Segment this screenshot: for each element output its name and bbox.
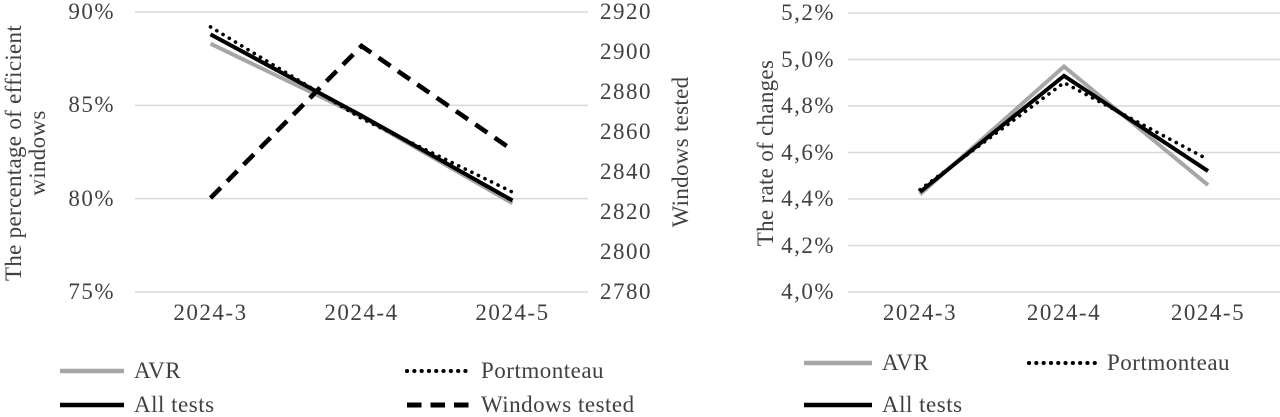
y-axis-tick-label: 75% (68, 279, 115, 304)
y-axis-tick-label: 4,8% (781, 93, 835, 118)
legend-swatch-portmonteau (1027, 360, 1099, 366)
y-axis-tick-label: 4,0% (781, 279, 835, 304)
legend-label: All tests (134, 392, 215, 417)
secondary-y-axis-tick-label: 2840 (600, 159, 652, 184)
legend-swatch-all-tests (804, 402, 872, 408)
legend-label: AVR (882, 350, 930, 375)
series-line-portmonteau (208, 25, 515, 194)
series-line-windows-tested (208, 43, 514, 200)
legend-label: AVR (134, 358, 182, 383)
x-axis-tick-label: 2024-3 (173, 300, 248, 325)
series-line-avr (209, 41, 514, 206)
y-axis-tick-label: 80% (68, 185, 115, 211)
secondary-y-axis-tick-label: 2900 (600, 39, 652, 64)
y-axis-tick-label: 4,4% (781, 186, 835, 211)
legend-swatch-windows-tested (407, 402, 471, 408)
x-axis-tick-label: 2024-4 (1026, 300, 1102, 325)
legend-swatch-avr (60, 368, 124, 374)
secondary-y-axis-tick-label: 2800 (600, 239, 652, 264)
y-axis-tick-label: 85% (68, 92, 115, 118)
legend-label: All tests (882, 392, 963, 417)
y-axis-tick-label: 90% (68, 0, 115, 24)
legend-swatch-avr (804, 360, 872, 366)
y-axis-tick-label: 5,2% (781, 0, 835, 25)
y-axis-tick-label: 4,2% (781, 232, 835, 258)
legend-swatch-all-tests (60, 402, 124, 408)
legend-label: Portmonteau (481, 358, 605, 383)
legend-label: Windows tested (481, 392, 635, 417)
secondary-y-axis-tick-label: 2820 (600, 199, 652, 224)
y-axis-tick-label: 5,0% (781, 46, 835, 72)
x-axis-tick-label: 2024-5 (1170, 300, 1246, 325)
series-line-avr (918, 63, 1210, 196)
series-line-all-tests (209, 32, 514, 203)
left-chart-y-axis-title: The percentage of efficient windows (1, 24, 50, 282)
secondary-y-axis-tick-label: 2780 (600, 279, 652, 304)
secondary-y-axis-tick-label: 2880 (600, 79, 652, 104)
series-line-all-tests (918, 73, 1210, 194)
secondary-y-axis-tick-label: 2920 (600, 0, 652, 24)
legend-swatch-portmonteau (405, 368, 473, 374)
x-axis-tick-label: 2024-3 (882, 300, 958, 325)
y-axis-tick-label: 4,6% (781, 139, 835, 165)
series-line-portmonteau (918, 80, 1210, 192)
x-axis-tick-label: 2024-5 (475, 300, 550, 325)
x-axis-tick-label: 2024-4 (324, 300, 399, 325)
secondary-y-axis-tick-label: 2860 (600, 119, 652, 144)
legend-label: Portmonteau (1107, 350, 1231, 375)
